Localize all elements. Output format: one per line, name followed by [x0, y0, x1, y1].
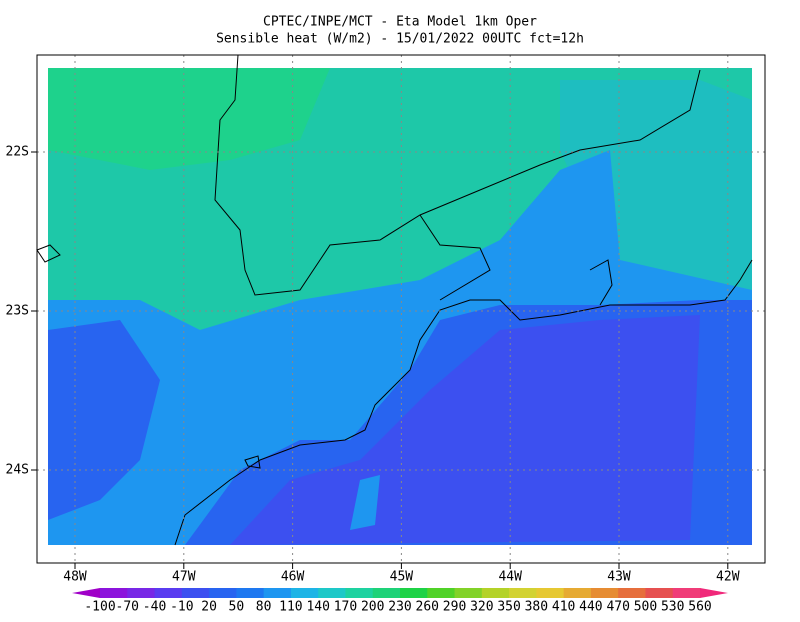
- colorbar-label: 140: [306, 600, 329, 615]
- colorbar-swatch: [645, 588, 674, 598]
- colorbar-swatch: [154, 588, 183, 598]
- colorbar-arrow: [72, 588, 100, 598]
- colorbar-label: 410: [552, 600, 575, 615]
- field-blue-west: [48, 320, 160, 520]
- coastline: [174, 259, 753, 546]
- colorbar-swatch: [618, 588, 646, 598]
- colorbar-swatch: [372, 588, 401, 598]
- colorbar-label: -100: [84, 600, 115, 615]
- lon-label: 48W: [63, 570, 87, 585]
- colorbar-swatch: [236, 588, 265, 598]
- lagoon: [589, 259, 613, 306]
- colorbar-swatch: [100, 588, 128, 598]
- colorbar-swatch: [536, 588, 565, 598]
- colorbar-swatch: [209, 588, 237, 598]
- frame: [36, 54, 766, 564]
- lat-label: 22S: [6, 145, 29, 160]
- title: CPTEC/INPE/MCT - Eta Model 1km Oper: [263, 15, 537, 30]
- colorbar-swatch: [454, 588, 483, 598]
- colorbar-label: 440: [579, 600, 602, 615]
- lon-label: 43W: [607, 570, 631, 585]
- colorbar-swatch: [563, 588, 592, 598]
- colorbar-label: 200: [361, 600, 384, 615]
- field-green: [48, 68, 330, 170]
- colorbar-label: 230: [388, 600, 411, 615]
- field: [48, 68, 752, 545]
- lat-label: 24S: [6, 463, 29, 478]
- colorbar-swatch: [590, 588, 619, 598]
- colorbar-label: 350: [497, 600, 520, 615]
- colorbar-swatch: [263, 588, 292, 598]
- colorbar-swatch: [290, 588, 319, 598]
- colorbar-label: 20: [201, 600, 217, 615]
- river: [36, 244, 61, 263]
- lon-label: 44W: [498, 570, 522, 585]
- state-border: [214, 54, 701, 296]
- borders: [36, 54, 753, 546]
- lon-label: 45W: [390, 570, 414, 585]
- colorbar-swatch: [427, 588, 456, 598]
- field-ocean: [230, 315, 700, 545]
- colorbar-swatch: [181, 588, 210, 598]
- colorbar-label: 320: [470, 600, 493, 615]
- colorbar-label: 290: [443, 600, 466, 615]
- colorbar-swatch: [318, 588, 346, 598]
- colorbar-label: 380: [525, 600, 548, 615]
- colorbar-arrow: [700, 588, 728, 598]
- lat-label: 23S: [6, 304, 29, 319]
- colorbar-label: 470: [606, 600, 629, 615]
- colorbar: -100 -70 -40 -10 20 50 80 110 140 170 200 230 260 290…: [72, 588, 728, 615]
- colorbar-swatch: [400, 588, 428, 598]
- colorbar-label: 500: [634, 600, 657, 615]
- subtitle: Sensible heat (W/m2) - 15/01/2022 00UTC …: [216, 32, 584, 47]
- gridlines: 48W 47W 46W 45W 44W 43W 42W 22S 23S 24S: [6, 55, 765, 585]
- lon-label: 42W: [716, 570, 740, 585]
- colorbar-label: 560: [688, 600, 711, 615]
- lon-label: 47W: [172, 570, 196, 585]
- colorbar-swatch: [672, 588, 701, 598]
- colorbar-label: -70: [116, 600, 139, 615]
- state-border-2: [419, 214, 491, 301]
- colorbar-label: 110: [279, 600, 302, 615]
- lon-label: 46W: [281, 570, 305, 585]
- colorbar-swatch: [481, 588, 510, 598]
- colorbar-swatch: [509, 588, 537, 598]
- colorbar-label: 80: [256, 600, 272, 615]
- colorbar-label: 530: [661, 600, 684, 615]
- colorbar-label: 260: [416, 600, 439, 615]
- colorbar-swatch: [127, 588, 156, 598]
- island: [244, 455, 261, 469]
- colorbar-label: -10: [170, 600, 193, 615]
- colorbar-label: -40: [143, 600, 166, 615]
- colorbar-label: 50: [229, 600, 245, 615]
- field-patch: [350, 475, 380, 530]
- colorbar-swatch: [345, 588, 374, 598]
- colorbar-label: 170: [334, 600, 357, 615]
